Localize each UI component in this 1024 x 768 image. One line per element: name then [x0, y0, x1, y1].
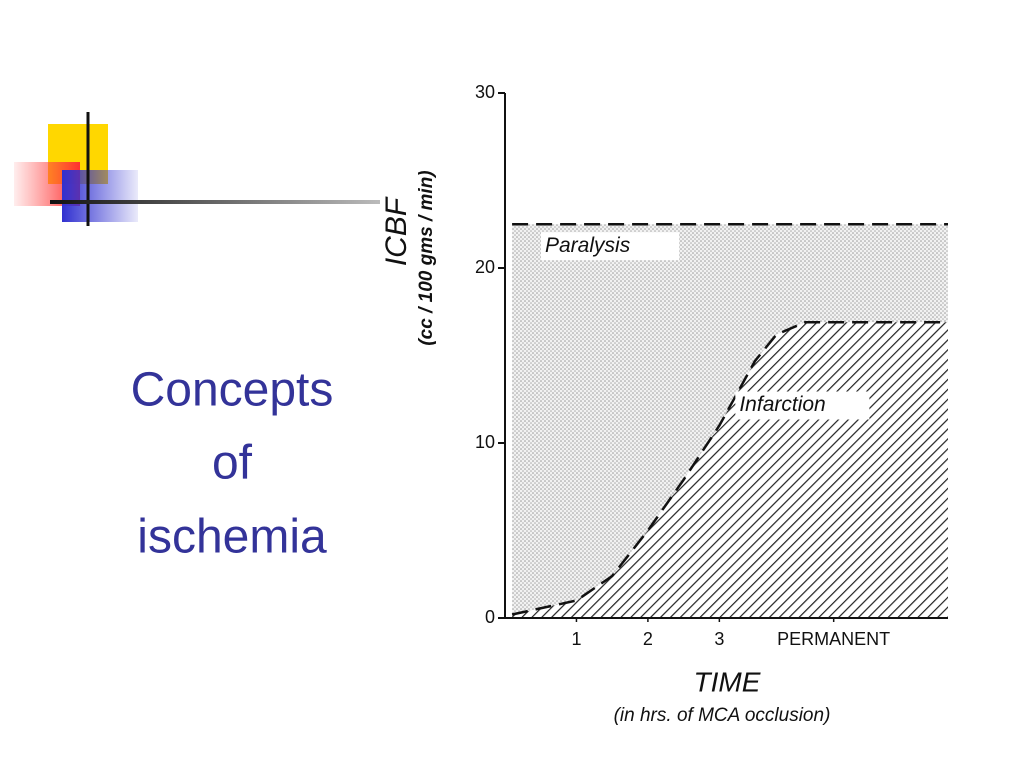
x-axis-sublabel: (in hrs. of MCA occlusion) — [614, 705, 831, 726]
x-axis-label: TIME — [694, 666, 761, 697]
y-tick-label: 20 — [475, 257, 495, 277]
x-tick-label: 1 — [571, 629, 581, 649]
slide-title: of — [212, 437, 253, 490]
slide-title: ischemia — [137, 511, 327, 564]
x-tick-label: PERMANENT — [777, 629, 890, 649]
label-bg — [541, 232, 679, 261]
y-tick-label: 10 — [475, 432, 495, 452]
y-axis-label: ICBF — [380, 196, 413, 266]
series-label: Infarction — [739, 393, 825, 416]
label-bg — [735, 391, 870, 420]
x-tick-label: 2 — [643, 629, 653, 649]
plot: Paralysis Infarction 0 10 20 30 1 2 3 PERMANENT — [475, 82, 948, 649]
y-tick-label: 0 — [485, 607, 495, 627]
blue-square — [62, 170, 138, 222]
threshold-line — [511, 321, 948, 616]
x-tick-label: 3 — [714, 629, 724, 649]
horizontal-rule — [50, 200, 380, 204]
series-label: Paralysis — [545, 234, 631, 257]
slide-title: Concepts — [131, 364, 334, 417]
y-axis-sublabel: (cc / 100 gms / min) — [416, 170, 437, 345]
y-tick-label: 30 — [475, 82, 495, 102]
decoration — [14, 112, 380, 226]
